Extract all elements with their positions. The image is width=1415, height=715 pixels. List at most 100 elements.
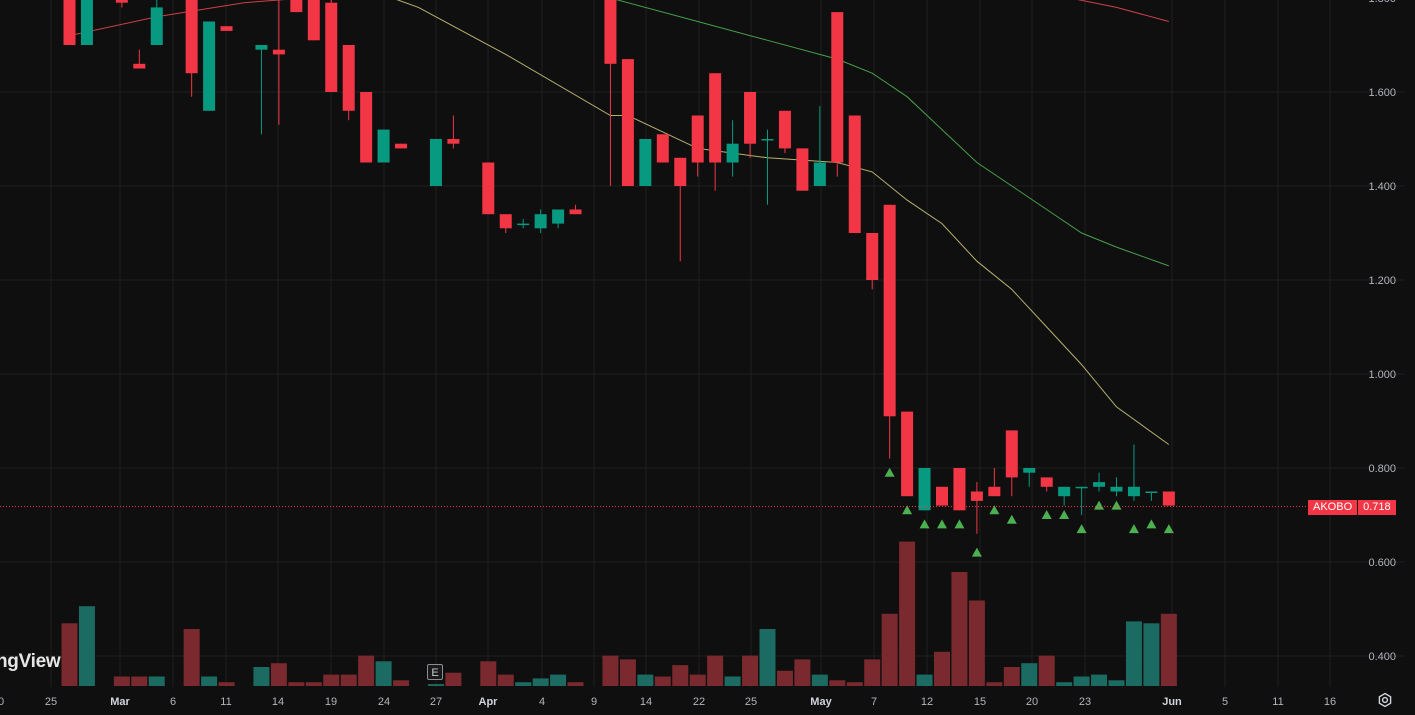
volume-bar [497, 674, 514, 686]
time-tick-label: 11 [220, 696, 231, 708]
candle-body [656, 134, 669, 163]
candle-body [953, 468, 966, 511]
signal-up-arrow [1076, 524, 1087, 534]
candle-body [1023, 468, 1036, 473]
volume-bar [288, 682, 305, 686]
candle-body [883, 204, 896, 417]
volume-bar [934, 651, 950, 686]
time-tick-label: 7 [871, 696, 877, 708]
volume-bar [78, 606, 95, 686]
volume-bar [515, 682, 532, 686]
volume-bar [201, 676, 218, 686]
candle-body [761, 139, 774, 141]
candle-body [360, 92, 373, 163]
volume-bar [1038, 655, 1055, 686]
candle-body [1127, 486, 1140, 497]
candle-body [220, 26, 233, 31]
candle-body [831, 12, 844, 163]
candle-body [1110, 486, 1123, 492]
candle-body [325, 2, 338, 93]
volume-bar [148, 676, 165, 686]
volume-bar [916, 674, 933, 686]
candle-body [813, 162, 826, 186]
chart-grid [0, 0, 1405, 687]
volume-bar [183, 629, 200, 686]
volume-bar [340, 674, 357, 686]
signal-up-arrow [1006, 514, 1017, 524]
moving-average-line [1077, 0, 1169, 22]
volume-bar [776, 670, 793, 686]
candle-body [674, 157, 687, 186]
signal-up-arrow [954, 519, 965, 529]
volume-bar [1143, 623, 1160, 686]
time-tick-label: 23 [1079, 696, 1091, 708]
volume-bar [253, 667, 270, 686]
candle-body [1145, 491, 1158, 493]
time-tick-label: 16 [1324, 696, 1336, 708]
price-tick-label: 1.800 [1368, 0, 1396, 5]
price-tick-label: 0.400 [1368, 651, 1396, 663]
candle-body [1040, 477, 1053, 487]
candle-body [185, 0, 198, 74]
volume-bar [672, 665, 689, 686]
volume-bar [358, 655, 375, 686]
candle-body [272, 49, 285, 55]
candle-body [395, 143, 408, 149]
candle-body [1075, 486, 1088, 489]
signal-up-arrow [937, 519, 947, 529]
time-tick-label: 20 [0, 696, 4, 708]
time-tick-label: 4 [539, 696, 545, 708]
candle-body [918, 468, 931, 511]
candle-body [150, 7, 163, 45]
earnings-marker[interactable]: E [427, 664, 443, 680]
volume-bar [689, 674, 706, 686]
signal-up-arrow [1163, 524, 1174, 534]
candle-body [988, 486, 1001, 497]
candle-body [203, 21, 216, 111]
settings-icon[interactable] [1377, 692, 1393, 708]
volume-bar [550, 674, 567, 686]
candle-body [744, 92, 757, 144]
volume-bar [759, 629, 776, 686]
time-tick-label: 6 [170, 696, 176, 708]
brand-watermark: ngView [0, 651, 61, 672]
time-tick-label: 25 [745, 696, 757, 708]
time-tick-label: Jun [1162, 696, 1182, 708]
price-tick-label: 0.600 [1368, 557, 1396, 569]
time-tick-label: Mar [110, 696, 130, 708]
time-tick-label: 24 [378, 696, 390, 708]
volume-bar [218, 682, 235, 686]
volume-bar [707, 655, 724, 686]
time-tick-label: 9 [591, 696, 597, 708]
time-tick-label: 22 [693, 696, 705, 708]
signal-up-arrow [1111, 500, 1122, 510]
candle-body [534, 214, 547, 229]
time-tick-label: 11 [1272, 696, 1283, 708]
volume-bar [602, 655, 619, 686]
candle-body [80, 0, 93, 46]
price-tick-label: 0.800 [1368, 463, 1396, 475]
symbol-label: AKOBO [1308, 500, 1358, 515]
volume-bar [864, 659, 881, 686]
moving-average-line [69, 0, 286, 37]
volume-bar [323, 674, 340, 686]
price-tick-label: 1.600 [1368, 87, 1396, 99]
candle-body [1058, 486, 1071, 497]
volume-bar [829, 680, 846, 686]
candle-body [639, 139, 652, 186]
signal-up-arrow [902, 505, 913, 515]
price-axis: 1.800 1.600 1.400 1.200 1.000 0.800 0.600 0.400 [1368, 0, 1396, 663]
time-tick-label: Apr [479, 696, 499, 708]
volume-bar [567, 682, 584, 686]
candle-body [1162, 491, 1175, 506]
volume-bar [131, 676, 148, 686]
volume-bar [1073, 676, 1090, 686]
volume-bar [724, 676, 741, 686]
time-tick-label: 12 [921, 696, 933, 708]
signal-up-arrow [1041, 510, 1052, 519]
price-tick-label: 1.200 [1368, 275, 1396, 287]
candle-body [482, 162, 495, 215]
candle-body [377, 129, 390, 163]
volume-bars [61, 541, 1177, 686]
